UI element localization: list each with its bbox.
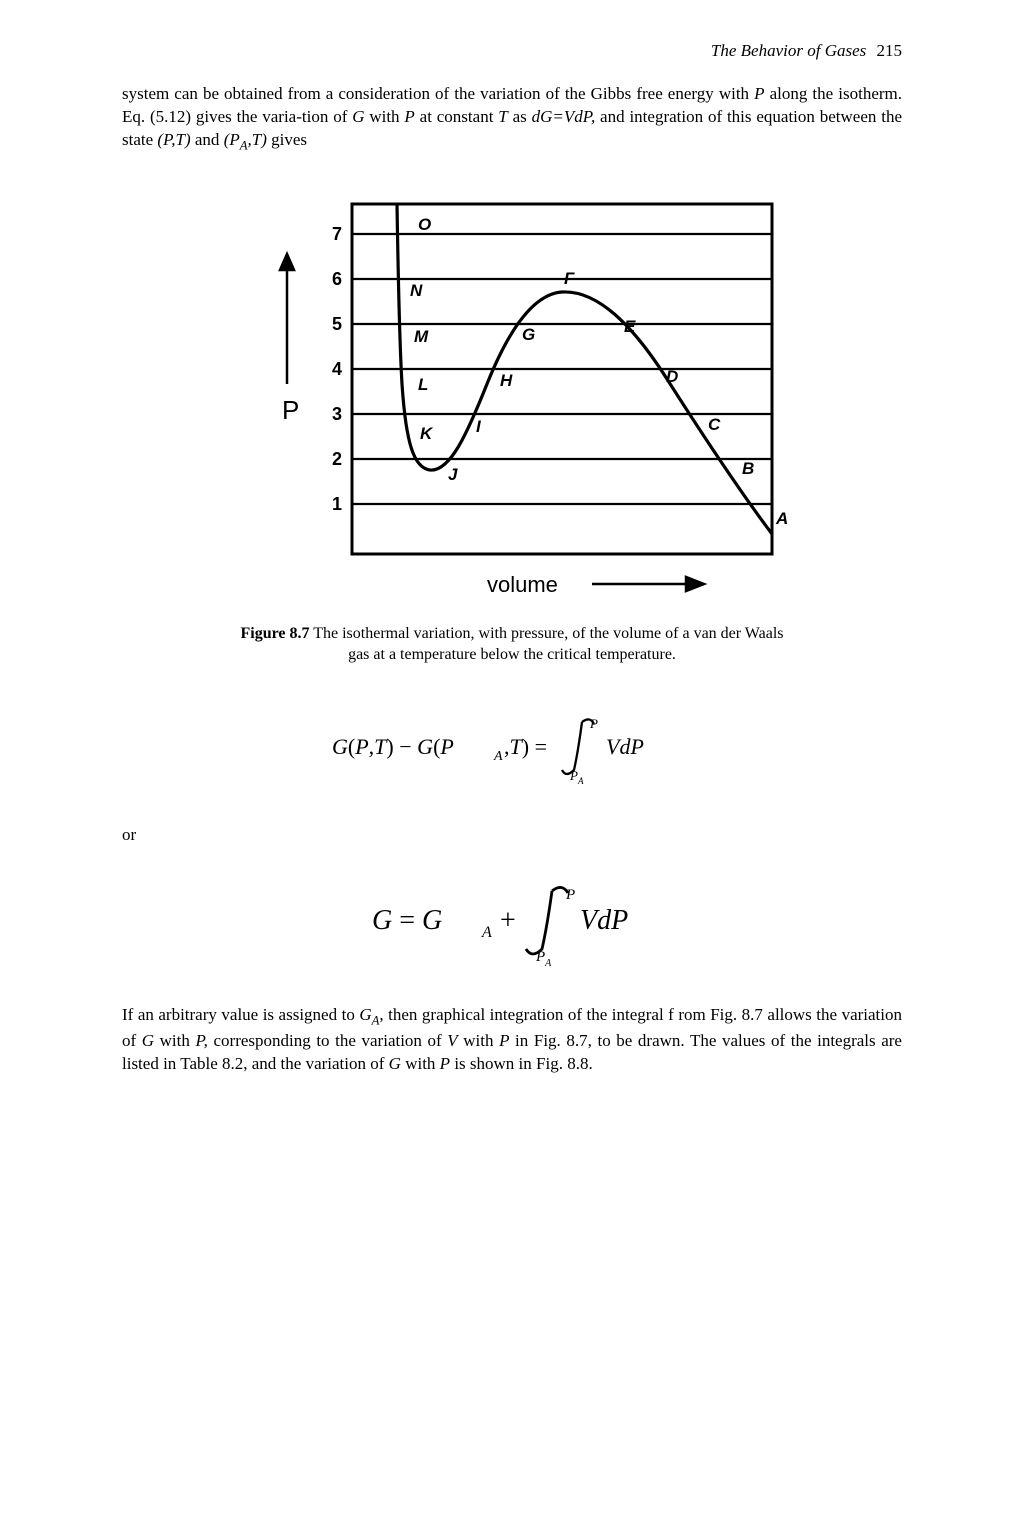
svg-text:D: D [666, 367, 678, 386]
svg-text:B: B [742, 459, 754, 478]
or-connector: or [122, 824, 902, 847]
svg-text:G = G: G = G [372, 905, 442, 936]
svg-text:5: 5 [332, 314, 342, 334]
svg-text:O: O [418, 215, 431, 234]
svg-text:L: L [418, 375, 428, 394]
svg-text:C: C [708, 415, 721, 434]
svg-text:PA: PA [569, 768, 584, 786]
svg-text:4: 4 [332, 359, 342, 379]
svg-text:VdP: VdP [606, 734, 644, 759]
svg-text:G: G [522, 325, 535, 344]
figure-8-7: 1 2 3 4 5 6 7 P O N M L K J I H G F E [122, 184, 902, 604]
svg-text:M: M [414, 327, 429, 346]
running-header: The Behavior of Gases 215 [122, 40, 902, 63]
svg-text:G(P,T) − G(P: G(P,T) − G(P [332, 734, 454, 759]
svg-text:I: I [476, 417, 482, 436]
svg-text:3: 3 [332, 404, 342, 424]
svg-text:E: E [624, 317, 636, 336]
page-number: 215 [877, 41, 903, 60]
svg-text:VdP: VdP [580, 905, 628, 936]
svg-text:P: P [589, 716, 598, 731]
svg-text:+: + [500, 905, 516, 936]
svg-text:2: 2 [332, 449, 342, 469]
svg-text:H: H [500, 371, 513, 390]
svg-text:J: J [448, 465, 458, 484]
svg-text:F: F [564, 269, 575, 288]
svg-text:N: N [410, 281, 423, 300]
svg-text:1: 1 [332, 494, 342, 514]
x-axis-label: volume [487, 572, 558, 597]
svg-text:A: A [493, 749, 503, 764]
header-title: The Behavior of Gases [711, 41, 866, 60]
svg-text:,T) =: ,T) = [504, 734, 547, 759]
equation-2: G = G A + P PA VdP [122, 877, 902, 975]
svg-text:A: A [775, 509, 788, 528]
svg-text:A: A [481, 924, 492, 941]
svg-text:7: 7 [332, 224, 342, 244]
svg-text:K: K [420, 424, 434, 443]
equation-1: G(P,T) − G(P A ,T) = P PA VdP [122, 706, 902, 794]
closing-paragraph: If an arbitrary value is assigned to GA,… [122, 1004, 902, 1075]
isotherm-chart: 1 2 3 4 5 6 7 P O N M L K J I H G F E [232, 184, 792, 604]
svg-text:P: P [565, 887, 575, 903]
svg-text:PA: PA [535, 949, 552, 967]
svg-text:6: 6 [332, 269, 342, 289]
y-axis-label: P [282, 395, 299, 425]
intro-paragraph: system can be obtained from a considerat… [122, 83, 902, 154]
figure-caption: Figure 8.7 The isothermal variation, wit… [232, 624, 792, 666]
